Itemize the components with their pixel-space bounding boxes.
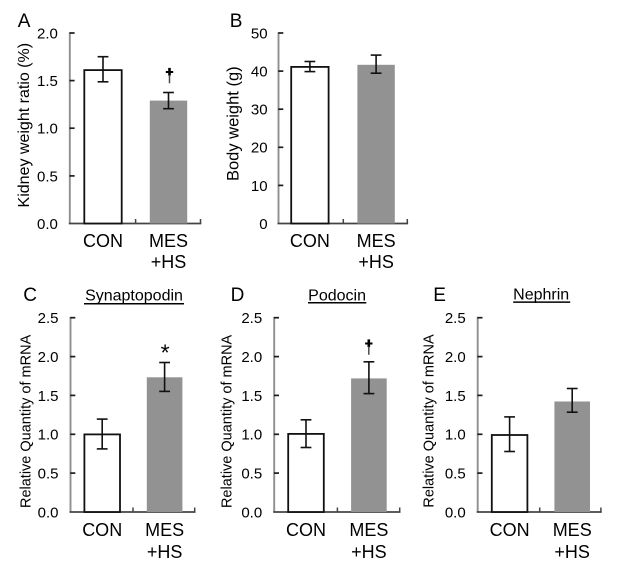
svg-text:40: 40 [251,64,268,81]
svg-text:0: 0 [259,216,267,233]
svg-text:D: D [231,285,245,306]
svg-text:30: 30 [251,102,268,119]
svg-text:E: E [433,285,446,306]
svg-text:1.5: 1.5 [241,388,262,405]
svg-text:Relative Quantity of mRNA: Relative Quantity of mRNA [19,334,35,508]
svg-text:0.0: 0.0 [241,504,262,521]
svg-text:2.0: 2.0 [445,349,466,366]
svg-text:0.5: 0.5 [445,466,466,483]
svg-text:0.0: 0.0 [38,504,59,521]
svg-text:2.5: 2.5 [38,310,59,327]
svg-text:0.5: 0.5 [241,466,262,483]
svg-text:Synaptopodin: Synaptopodin [85,287,183,304]
svg-text:Relative Quantity of mRNA: Relative Quantity of mRNA [422,334,438,508]
svg-text:*: * [161,340,170,366]
svg-text:Relative Quantity of mRNA: Relative Quantity of mRNA [219,334,235,508]
svg-text:1.5: 1.5 [445,388,466,405]
svg-text:0.5: 0.5 [38,466,59,483]
svg-text:+HS: +HS [351,542,387,562]
svg-text:B: B [230,11,243,32]
svg-text:MES: MES [357,231,396,251]
svg-text:Podocin: Podocin [308,287,366,304]
svg-text:10: 10 [251,178,268,195]
svg-text:Kidney weight ratio (%): Kidney weight ratio (%) [16,43,33,208]
svg-text:CON: CON [286,520,326,540]
svg-text:1.0: 1.0 [241,427,262,444]
svg-text:2.0: 2.0 [38,349,59,366]
svg-text:1.5: 1.5 [38,388,59,405]
svg-text:CON: CON [490,520,530,540]
svg-text:+HS: +HS [358,252,394,272]
svg-text:1.0: 1.0 [37,121,58,138]
svg-text:1.5: 1.5 [37,73,58,90]
svg-text:20: 20 [251,140,268,157]
svg-text:Nephrin: Nephrin [513,286,569,303]
svg-text:50: 50 [251,25,268,42]
svg-text:0.5: 0.5 [37,168,58,185]
svg-text:Body weight (g): Body weight (g) [224,66,242,181]
svg-text:0.0: 0.0 [445,504,466,521]
svg-text:2.5: 2.5 [241,310,262,327]
svg-text:CON: CON [83,231,123,251]
svg-text:MES: MES [553,520,592,540]
svg-text:MES: MES [349,520,388,540]
svg-text:2.0: 2.0 [241,349,262,366]
svg-text:2.0: 2.0 [37,25,58,42]
svg-text:+HS: +HS [151,252,187,272]
svg-text:1.0: 1.0 [38,427,59,444]
svg-text:MES: MES [145,520,184,540]
svg-text:+HS: +HS [554,542,590,562]
svg-text:CON: CON [82,520,122,540]
svg-text:1.0: 1.0 [445,427,466,444]
svg-text:C: C [23,285,37,306]
svg-text:A: A [18,11,31,32]
svg-text:2.5: 2.5 [445,310,466,327]
svg-text:CON: CON [290,231,330,251]
svg-text:MES: MES [149,231,188,251]
svg-text:0.0: 0.0 [37,216,58,233]
svg-text:+HS: +HS [147,542,183,562]
